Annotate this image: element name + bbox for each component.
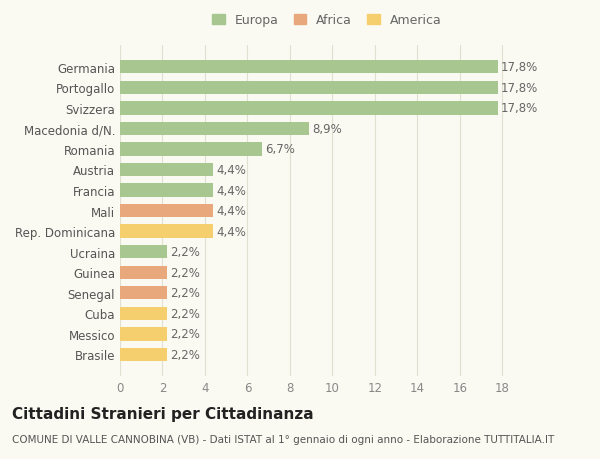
Bar xyxy=(120,246,167,259)
Text: 17,8%: 17,8% xyxy=(501,102,538,115)
Text: 8,9%: 8,9% xyxy=(312,123,342,135)
Bar xyxy=(120,184,214,197)
Text: COMUNE DI VALLE CANNOBINA (VB) - Dati ISTAT al 1° gennaio di ogni anno - Elabora: COMUNE DI VALLE CANNOBINA (VB) - Dati IS… xyxy=(12,434,554,444)
Bar xyxy=(120,266,167,280)
Bar xyxy=(120,328,167,341)
Bar xyxy=(120,123,309,136)
Bar xyxy=(120,348,167,361)
Text: 2,2%: 2,2% xyxy=(170,246,200,258)
Bar xyxy=(120,204,214,218)
Text: 4,4%: 4,4% xyxy=(217,205,247,218)
Text: 2,2%: 2,2% xyxy=(170,266,200,279)
Bar xyxy=(120,163,214,177)
Bar xyxy=(120,143,262,156)
Text: 2,2%: 2,2% xyxy=(170,328,200,341)
Text: 4,4%: 4,4% xyxy=(217,184,247,197)
Bar xyxy=(120,286,167,300)
Text: 4,4%: 4,4% xyxy=(217,164,247,177)
Text: 2,2%: 2,2% xyxy=(170,307,200,320)
Bar xyxy=(120,102,498,115)
Text: 2,2%: 2,2% xyxy=(170,287,200,300)
Bar xyxy=(120,307,167,320)
Text: 4,4%: 4,4% xyxy=(217,225,247,238)
Text: 6,7%: 6,7% xyxy=(265,143,295,156)
Bar xyxy=(120,225,214,238)
Text: 17,8%: 17,8% xyxy=(501,61,538,74)
Bar xyxy=(120,61,498,74)
Text: 17,8%: 17,8% xyxy=(501,82,538,95)
Legend: Europa, Africa, America: Europa, Africa, America xyxy=(208,9,446,32)
Bar xyxy=(120,81,498,95)
Text: Cittadini Stranieri per Cittadinanza: Cittadini Stranieri per Cittadinanza xyxy=(12,406,314,421)
Text: 2,2%: 2,2% xyxy=(170,348,200,361)
